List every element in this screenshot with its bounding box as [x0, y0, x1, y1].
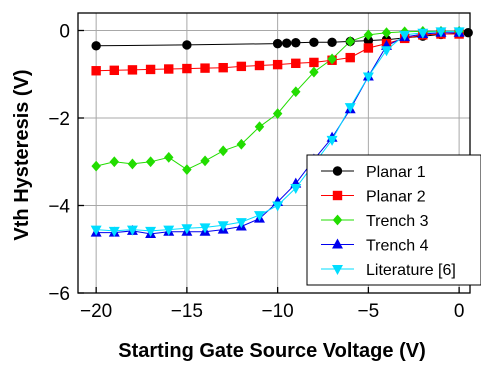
data-point-trench-3	[109, 156, 120, 168]
data-point-literature-6	[362, 72, 374, 83]
data-point-planar-1	[182, 40, 192, 50]
legend-items: Planar 1 Planar 2 Trench 3 Trench 4 Literatu…	[321, 164, 456, 279]
data-point-trench-3	[345, 36, 355, 47]
legend-label: Planar 2	[366, 189, 426, 206]
plot-frame	[77, 12, 471, 294]
data-point-trench-3	[363, 29, 374, 41]
data-point-trench-3	[127, 158, 138, 170]
y-tick-label: −6	[48, 284, 70, 305]
data-point-planar-1	[291, 38, 301, 48]
series-markers	[90, 25, 473, 238]
data-point-planar-2	[345, 52, 355, 63]
legend-item-planar-1: Planar 1	[321, 164, 426, 181]
data-point-planar-2	[127, 65, 138, 75]
legend-label: Trench 3	[366, 213, 429, 230]
data-point-literature-6	[126, 225, 138, 236]
data-point-literature-6	[453, 27, 465, 38]
data-point-literature-6	[272, 201, 284, 212]
x-tick-label: −20	[80, 301, 112, 322]
data-point-literature-6	[235, 218, 247, 229]
data-point-literature-6	[435, 27, 447, 38]
data-point-planar-2	[164, 64, 174, 74]
data-point-planar-2	[236, 61, 247, 72]
data-point-literature-6	[217, 221, 229, 232]
legend-item-literature-6: Literature [6]	[321, 262, 456, 279]
data-point-planar-1	[272, 38, 283, 49]
data-point-planar-2	[109, 65, 119, 76]
data-point-literature-6	[108, 226, 120, 237]
legend-marker-literature-6	[332, 264, 343, 276]
data-point-literature-6	[344, 103, 356, 114]
data-point-literature-6	[290, 183, 302, 195]
series-points-literature-6	[90, 27, 465, 237]
data-point-trench-3	[236, 138, 247, 150]
data-point-planar-2	[145, 64, 156, 75]
x-tick-label: 0	[454, 301, 465, 322]
data-point-planar-2	[182, 63, 192, 74]
data-point-literature-6	[326, 135, 338, 146]
x-tick-label: −5	[358, 301, 380, 322]
legend-item-trench-4: Trench 4	[321, 238, 429, 255]
legend: Planar 1 Planar 2 Trench 3 Trench 4 Literatu…	[306, 154, 481, 286]
legend-label: Literature [6]	[366, 262, 456, 279]
data-point-planar-1	[309, 37, 319, 48]
data-point-planar-2	[309, 57, 319, 68]
data-point-literature-6	[163, 225, 175, 236]
y-tick-label: 0	[59, 22, 70, 43]
data-point-trench-3	[254, 121, 265, 133]
axis-ticks: −20 −15 −10 −5 0−6−4−20	[48, 22, 464, 323]
data-point-planar-2	[291, 58, 301, 69]
data-point-planar-1	[282, 38, 292, 48]
y-axis-title: Vth Hysteresis (V)	[11, 69, 33, 240]
data-point-trench-3	[145, 156, 156, 168]
data-point-planar-1	[463, 27, 473, 38]
data-point-literature-6	[399, 30, 411, 41]
data-point-planar-2	[254, 60, 265, 71]
legend-label: Trench 4	[366, 238, 429, 255]
data-point-planar-2	[200, 63, 210, 73]
data-point-planar-2	[272, 59, 283, 70]
data-point-trench-3	[91, 160, 101, 172]
data-point-literature-6	[381, 46, 392, 57]
data-point-literature-6	[417, 28, 429, 39]
data-point-literature-6	[90, 225, 102, 236]
data-point-trench-3	[272, 108, 283, 120]
data-point-trench-3	[381, 27, 392, 39]
legend-label: Planar 1	[366, 164, 426, 181]
data-point-planar-1	[91, 41, 101, 51]
y-tick-label: −2	[48, 109, 70, 130]
y-tick-label: −4	[48, 197, 70, 218]
data-point-planar-1	[327, 37, 337, 48]
x-tick-label: −10	[262, 301, 294, 322]
data-point-trench-3	[200, 155, 210, 167]
legend-marker-trench-3	[332, 214, 343, 226]
data-point-trench-3	[218, 145, 228, 157]
data-point-trench-3	[164, 151, 174, 163]
data-point-planar-2	[363, 43, 374, 53]
data-point-trench-3	[309, 66, 319, 78]
legend-item-trench-3: Trench 3	[321, 213, 429, 230]
data-point-literature-6	[145, 226, 157, 237]
x-axis-title: Starting Gate Source Voltage (V)	[118, 340, 425, 362]
data-point-trench-3	[182, 164, 192, 176]
data-point-literature-6	[199, 223, 211, 234]
legend-item-planar-2: Planar 2	[321, 189, 426, 206]
data-point-trench-3	[327, 53, 337, 65]
data-point-literature-6	[181, 224, 193, 235]
data-point-trench-3	[291, 86, 301, 98]
legend-marker-trench-4	[332, 238, 343, 249]
legend-marker-planar-2	[332, 190, 343, 201]
data-point-planar-2	[218, 62, 228, 73]
data-point-planar-2	[91, 66, 101, 76]
data-point-literature-6	[254, 211, 265, 222]
x-tick-label: −15	[171, 301, 203, 322]
legend-marker-planar-1	[332, 166, 343, 176]
